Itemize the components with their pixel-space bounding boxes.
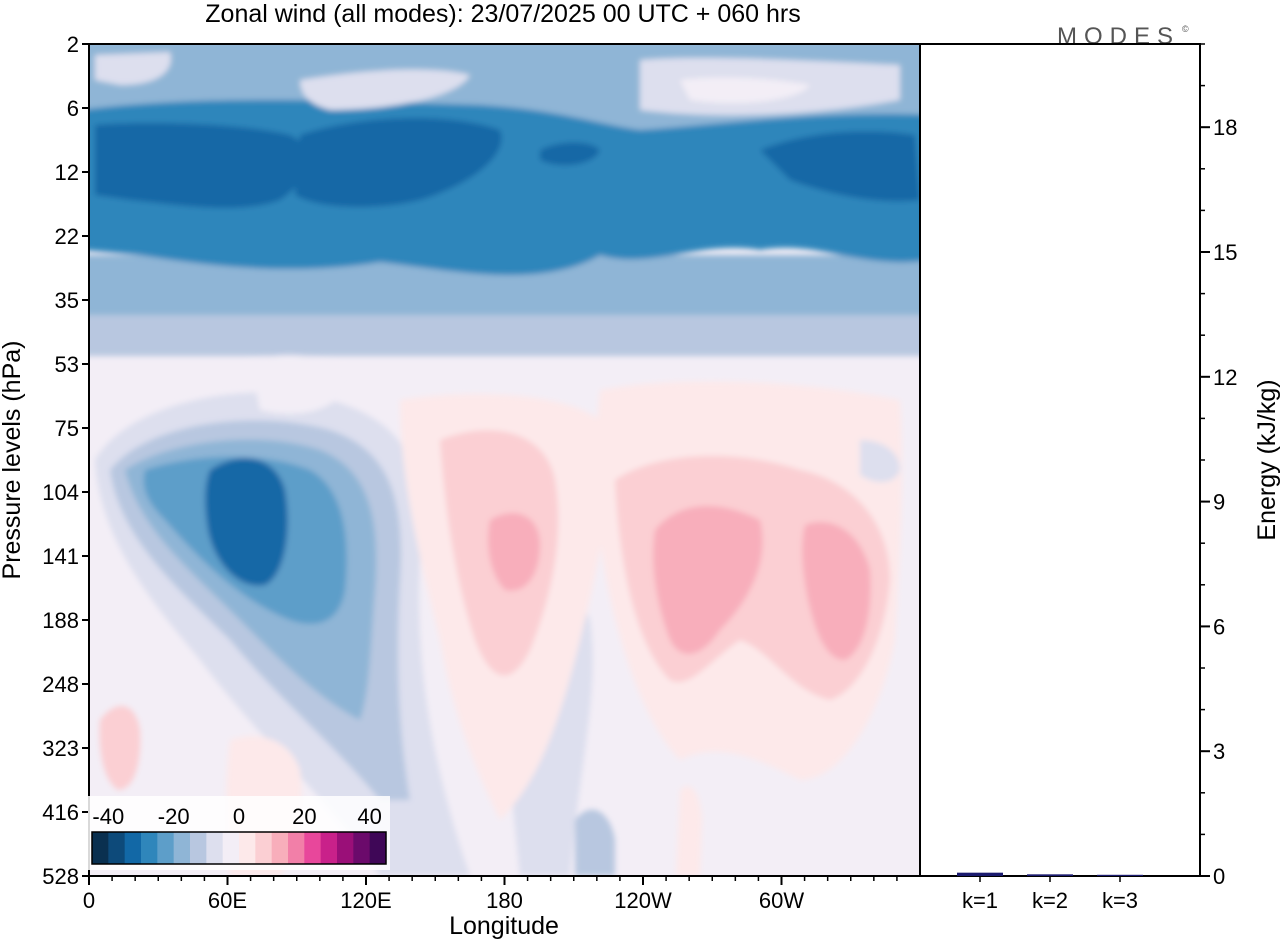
energy-panel-frame	[919, 43, 1201, 877]
x-tick-label: 60E	[208, 888, 247, 913]
y-tick-label: 12	[55, 160, 79, 185]
colorbar-swatch	[108, 832, 126, 864]
colorbar-label: 0	[233, 804, 245, 829]
region-jet-core-center	[540, 142, 600, 166]
colorbar-swatch	[173, 832, 191, 864]
region-upper-trop-white	[250, 355, 350, 414]
x-tick-label: 0	[83, 888, 95, 913]
energy-category-label: k=2	[1032, 888, 1068, 913]
longitude-axis: 0 60E 120E 180 120W 60W	[83, 876, 898, 913]
region-jet-core-mid	[295, 118, 502, 207]
colorbar-swatch	[255, 832, 273, 864]
y-axis-label: Pressure levels (hPa)	[0, 341, 26, 580]
region-upper-light-west	[300, 69, 470, 110]
energy-bar	[957, 872, 1003, 876]
y-tick-label: 248	[42, 672, 79, 697]
colorbar-label: 40	[357, 804, 381, 829]
y-tick-label: 104	[42, 480, 79, 505]
region-jet-core-west	[95, 123, 309, 208]
colorbar-swatch	[337, 832, 354, 864]
energy-tick-label: 6	[1213, 614, 1225, 639]
y-tick-label: 75	[55, 416, 79, 441]
region-lower-pink-west	[99, 706, 141, 790]
colorbar-label: -20	[158, 804, 190, 829]
y-tick-label: 416	[42, 800, 79, 825]
colorbar-swatch	[353, 832, 371, 864]
y-tick-label: 188	[42, 608, 79, 633]
colorbar-swatch	[304, 832, 322, 864]
energy-tick-label: 0	[1213, 864, 1225, 889]
y-tick-label: 323	[42, 736, 79, 761]
region-pacific-westerly-core	[488, 513, 540, 591]
colorbar-frame	[91, 831, 387, 865]
energy-tick-label: 15	[1213, 240, 1237, 265]
region-lower-easterly-core	[575, 809, 615, 876]
chart-title: Zonal wind (all modes): 23/07/2025 00 UT…	[205, 0, 800, 28]
energy-bars: k=1 k=2 k=3	[957, 872, 1143, 913]
region-atlantic-westerly-core-west	[653, 506, 763, 654]
y-tick-label: 35	[55, 288, 79, 313]
energy-tick-label: 18	[1213, 115, 1237, 140]
energy-axis-label: Energy (kJ/kg)	[1253, 379, 1280, 540]
region-lower-blue-east	[860, 440, 900, 482]
region-jet-core-east	[760, 131, 920, 202]
colorbar: -40 -20 0 20 40	[88, 796, 390, 870]
y-tick-label: 141	[42, 544, 79, 569]
colorbar-swatch	[157, 832, 175, 864]
colorbar-label: -40	[92, 804, 124, 829]
energy-category-label: k=3	[1102, 888, 1138, 913]
region-lower-pink-east	[676, 786, 702, 876]
energy-tick-label: 3	[1213, 739, 1225, 764]
energy-bar	[1027, 874, 1073, 876]
x-tick-label: 120W	[614, 888, 672, 913]
y-tick-label: 6	[67, 96, 79, 121]
x-tick-label: 60W	[759, 888, 804, 913]
colorbar-swatch	[92, 832, 109, 864]
y-tick-label: 22	[55, 224, 79, 249]
x-tick-label: 120E	[340, 888, 391, 913]
colorbar-swatch	[222, 832, 240, 864]
region-upper-light-far-west	[95, 52, 171, 85]
energy-tick-label: 12	[1213, 365, 1237, 390]
y-tick-label: 2	[67, 32, 79, 57]
colorbar-swatch	[141, 832, 158, 864]
x-axis-label: Longitude	[449, 912, 559, 940]
energy-tick-label: 9	[1213, 490, 1225, 515]
pressure-axis: 2 6 12 22 35 53 75 104 141 188 248 323 416 528	[42, 32, 89, 889]
colorbar-swatch	[369, 832, 387, 864]
zonal-wind-heatmap	[89, 44, 920, 876]
colorbar-swatch	[288, 832, 305, 864]
colorbar-swatch	[239, 832, 256, 864]
colorbar-swatch	[206, 832, 224, 864]
colorbar-swatch	[190, 832, 207, 864]
y-tick-label: 53	[55, 352, 79, 377]
colorbar-swatch	[124, 832, 142, 864]
colorbar-swatch	[271, 832, 289, 864]
region-asian-jet-core	[205, 458, 288, 586]
region-upper-white-east	[680, 77, 810, 104]
energy-bar	[1097, 874, 1143, 876]
region-atlantic-westerly-core-east	[802, 522, 871, 660]
energy-axis: 0 3 6 9 12 15 18	[1200, 43, 1237, 889]
energy-category-label: k=1	[962, 888, 998, 913]
colorbar-swatch	[320, 832, 338, 864]
y-tick-label: 528	[42, 864, 79, 889]
colorbar-label: 20	[292, 804, 316, 829]
logo-mark: ©	[1182, 24, 1189, 34]
x-tick-label: 180	[486, 888, 523, 913]
